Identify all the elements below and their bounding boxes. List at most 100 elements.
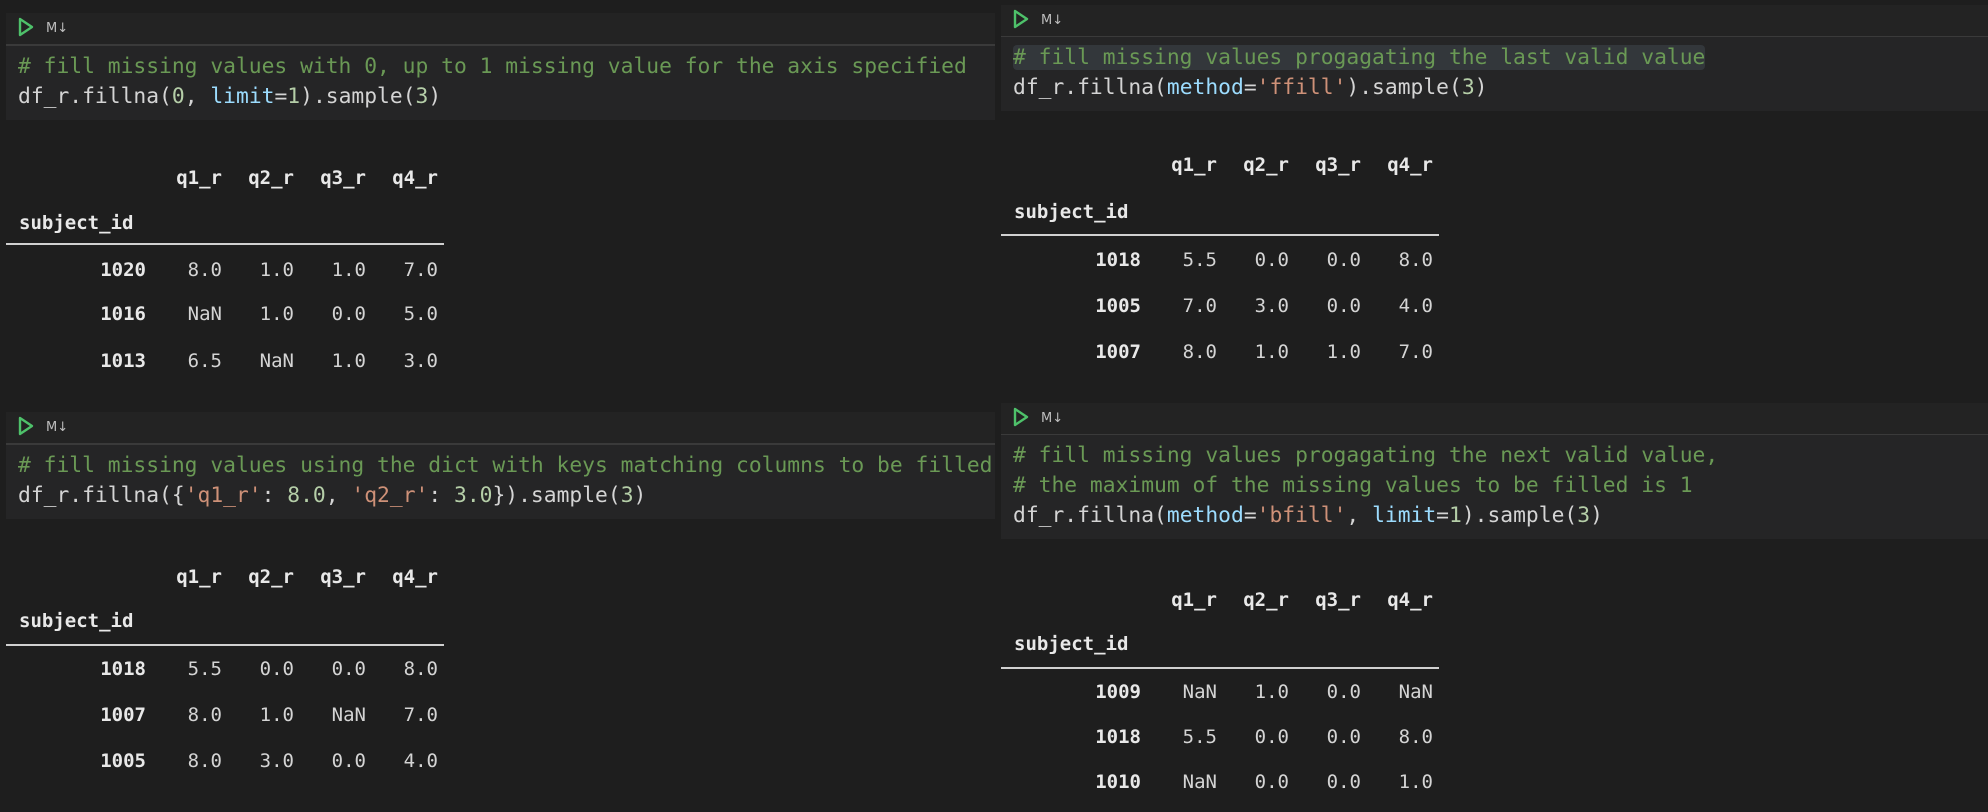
column-header: q3_r — [1315, 589, 1361, 611]
table-cell: 8.0 — [1398, 726, 1433, 748]
markdown-toggle-label[interactable]: M↓ — [1041, 411, 1064, 426]
table-row: 1007 8.0 1.0 1.0 7.0 — [1001, 337, 1441, 367]
code-token: = — [1243, 75, 1257, 100]
run-cell-icon[interactable] — [6, 17, 34, 41]
code-token: ) — [1474, 75, 1488, 100]
code-editor[interactable]: # fill missing values with 0, up to 1 mi… — [6, 46, 995, 120]
column-header: q2_r — [248, 167, 294, 189]
index-name-label: subject_id — [19, 212, 134, 234]
code-editor[interactable]: # fill missing values using the dict wit… — [6, 445, 995, 519]
row-index: 1010 — [1095, 771, 1141, 793]
column-header: q3_r — [320, 566, 366, 588]
run-cell-icon[interactable] — [1001, 9, 1029, 33]
table-cell: 1.0 — [1398, 771, 1433, 793]
column-header: q4_r — [1387, 589, 1433, 611]
column-header: q3_r — [320, 167, 366, 189]
markdown-toggle-label[interactable]: M↓ — [46, 420, 69, 435]
code-token: method — [1166, 75, 1244, 100]
code-token: 1 — [1449, 503, 1462, 528]
table-cell: 0.0 — [1326, 295, 1361, 317]
table-cell: 8.0 — [187, 750, 222, 772]
code-token: limit — [1372, 503, 1437, 528]
code-line-text: df_r.fillna(0, limit=1).sample(3) — [18, 84, 441, 109]
code-line: df_r.fillna(method='ffill').sample(3) — [1001, 73, 1988, 103]
notebook-cell[interactable]: M↓ # fill missing values progagating the … — [1001, 403, 1988, 812]
table-cell: 0.0 — [331, 303, 366, 325]
code-token: 3 — [620, 483, 634, 508]
run-cell-icon[interactable] — [6, 416, 34, 440]
cell-toolbar: M↓ — [1001, 5, 1988, 39]
cell-toolbar: M↓ — [1001, 403, 1988, 437]
index-name-row: subject_id — [6, 606, 446, 636]
notebook-cell[interactable]: M↓ # fill missing values progagating the … — [1001, 5, 1988, 382]
column-header: q1_r — [1171, 589, 1217, 611]
column-header: q2_r — [1243, 589, 1289, 611]
code-line-text: # fill missing values progagating the ne… — [1013, 443, 1718, 468]
column-header: q3_r — [1315, 154, 1361, 176]
table-cell: 1.0 — [1326, 341, 1361, 363]
run-cell-icon[interactable] — [1001, 407, 1029, 431]
table-cell: 8.0 — [187, 704, 222, 726]
table-cell: NaN — [331, 704, 366, 726]
table-cell: NaN — [187, 303, 222, 325]
table-cell: 5.5 — [1182, 726, 1217, 748]
code-token: : — [261, 483, 288, 508]
column-header: q4_r — [392, 167, 438, 189]
code-token: df_r.fillna( — [1013, 75, 1167, 100]
notebook-cell[interactable]: M↓ # fill missing values using the dict w… — [6, 412, 995, 791]
code-token: # fill missing values using the dict wit… — [18, 453, 993, 478]
row-index: 1005 — [1095, 295, 1141, 317]
code-token: df_r.fillna( — [18, 84, 172, 109]
row-index: 1016 — [100, 303, 146, 325]
table-cell: 6.5 — [187, 350, 222, 372]
table-cell: 3.0 — [259, 750, 294, 772]
table-row: 1009 NaN 1.0 0.0 NaN — [1001, 677, 1441, 707]
table-row: 1018 5.5 0.0 0.0 8.0 — [6, 654, 446, 684]
code-token: # fill missing values progagating the la… — [1013, 45, 1706, 70]
code-token: # fill missing values with 0, up to 1 mi… — [18, 54, 967, 79]
table-cell: NaN — [1182, 681, 1217, 703]
table-cell: 0.0 — [331, 658, 366, 680]
table-row: 1005 8.0 3.0 0.0 4.0 — [6, 746, 446, 776]
index-name-label: subject_id — [1014, 201, 1129, 223]
code-line: # fill missing values progagating the la… — [1001, 43, 1988, 73]
column-header: q1_r — [1171, 154, 1217, 176]
table-cell: 0.0 — [1326, 249, 1361, 271]
code-token: 8.0 — [287, 483, 326, 508]
code-line-text: # the maximum of the missing values to b… — [1013, 473, 1693, 498]
table-cell: 1.0 — [331, 350, 366, 372]
table-cell: NaN — [1182, 771, 1217, 793]
code-editor[interactable]: # fill missing values progagating the ne… — [1001, 435, 1988, 539]
table-cell: 0.0 — [1326, 726, 1361, 748]
table-cell: 1.0 — [1254, 681, 1289, 703]
row-index: 1020 — [100, 259, 146, 281]
index-name-row: subject_id — [6, 208, 446, 238]
column-header: q1_r — [176, 566, 222, 588]
table-cell: NaN — [1398, 681, 1433, 703]
markdown-toggle-label[interactable]: M↓ — [46, 21, 69, 36]
code-token: 'q2_r' — [351, 483, 429, 508]
notebook-cell[interactable]: M↓ # fill missing values with 0, up to 1 … — [6, 13, 995, 391]
index-name-label: subject_id — [1014, 633, 1129, 655]
code-line: df_r.fillna({'q1_r': 8.0, 'q2_r': 3.0}).… — [6, 481, 995, 511]
table-cell: 1.0 — [259, 303, 294, 325]
code-token: = — [1243, 503, 1257, 528]
table-cell: 8.0 — [403, 658, 438, 680]
code-line: df_r.fillna(0, limit=1).sample(3) — [6, 82, 995, 112]
code-token: df_r.fillna({ — [18, 483, 185, 508]
column-header: q4_r — [392, 566, 438, 588]
right-notebook-pane: M↓ # fill missing values progagating the … — [995, 0, 1988, 810]
index-name-row: subject_id — [1001, 629, 1441, 659]
code-editor[interactable]: # fill missing values progagating the la… — [1001, 37, 1988, 111]
table-row: 1013 6.5 NaN 1.0 3.0 — [6, 346, 446, 376]
code-line: # fill missing values progagating the ne… — [1001, 441, 1988, 471]
code-line: # fill missing values using the dict wit… — [6, 451, 995, 481]
table-header-row: q1_r q2_r q3_r q4_r — [6, 163, 446, 193]
code-line-text: # fill missing values progagating the la… — [1013, 45, 1706, 70]
code-line-text: # fill missing values using the dict wit… — [18, 453, 992, 478]
row-index: 1018 — [1095, 726, 1141, 748]
markdown-toggle-label[interactable]: M↓ — [1041, 13, 1064, 28]
code-token: 3 — [415, 84, 429, 109]
row-index: 1013 — [100, 350, 146, 372]
table-cell: 8.0 — [187, 259, 222, 281]
